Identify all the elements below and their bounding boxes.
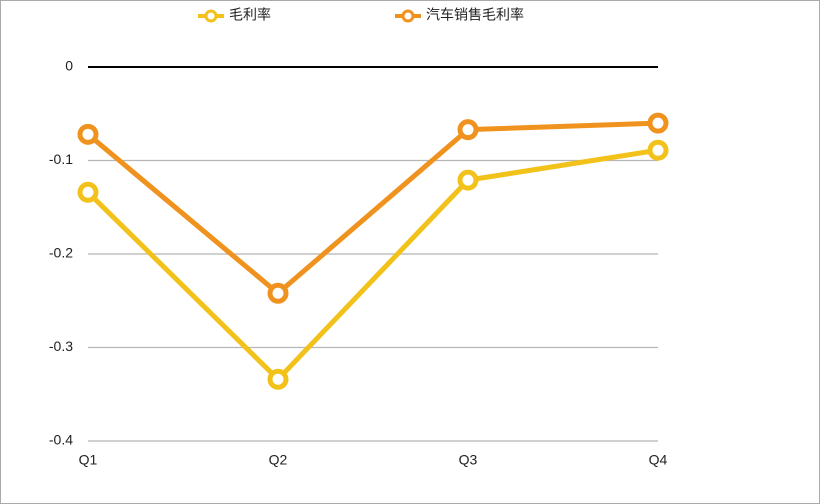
data-point [647, 112, 669, 134]
legend-marker [204, 9, 218, 23]
data-point [77, 181, 99, 203]
data-point [647, 139, 669, 161]
y-tick-label: -0.2 [49, 245, 73, 261]
data-point [457, 169, 479, 191]
x-tick-label: Q1 [79, 452, 98, 468]
legend-marker [401, 9, 415, 23]
y-tick-label: -0.1 [49, 151, 73, 167]
data-point [267, 282, 289, 304]
y-tick-label: 0 [65, 58, 73, 74]
x-tick-label: Q4 [649, 452, 668, 468]
y-tick-label: -0.4 [49, 432, 73, 448]
data-point [77, 123, 99, 145]
series-line [86, 120, 659, 296]
y-tick-label: -0.3 [49, 338, 73, 354]
x-tick-label: Q3 [459, 452, 478, 468]
data-point [267, 368, 289, 390]
x-tick-label: Q2 [269, 452, 288, 468]
series-line [86, 147, 659, 382]
legend-label: 汽车销售毛利率 [426, 7, 524, 23]
data-point [457, 119, 479, 141]
legend-label: 毛利率 [229, 7, 271, 23]
